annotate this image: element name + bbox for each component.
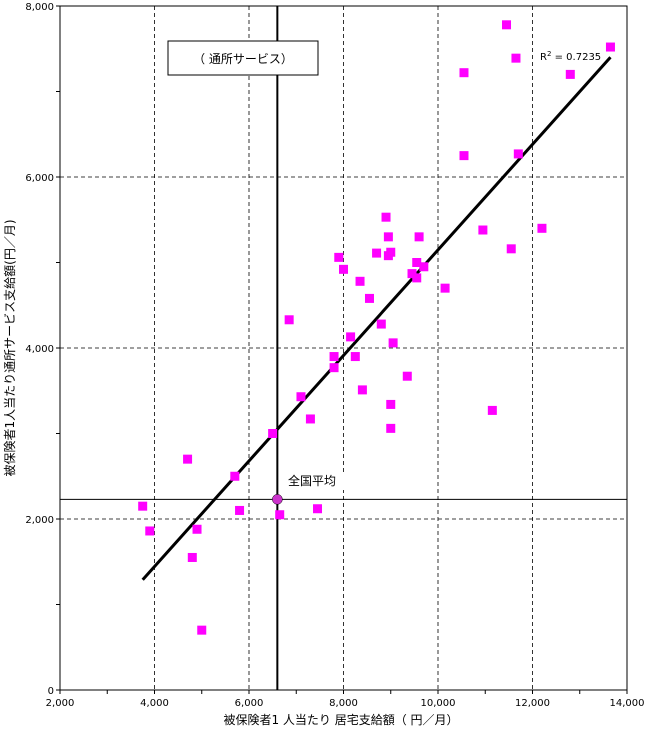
x-tick-label: 12,000 <box>515 698 550 709</box>
y-tick-label: 6,000 <box>25 173 54 184</box>
data-point <box>357 385 367 395</box>
data-point <box>376 319 386 329</box>
data-point <box>145 526 155 536</box>
data-point <box>230 471 240 481</box>
x-tick-label: 8,000 <box>329 698 358 709</box>
data-point <box>187 552 197 562</box>
data-point <box>138 501 148 511</box>
x-tick-label: 10,000 <box>421 698 456 709</box>
x-tick-label: 14,000 <box>610 698 645 709</box>
data-point <box>192 524 202 534</box>
data-point <box>414 232 424 242</box>
x-tick-label: 4,000 <box>140 698 169 709</box>
data-point <box>296 392 306 402</box>
y-axis-title: 被保険者1人当たり通所サービス支給額(円／月) <box>3 220 17 477</box>
data-point <box>565 69 575 79</box>
data-point <box>334 252 344 262</box>
data-point <box>412 258 422 267</box>
data-point <box>386 399 396 409</box>
data-point <box>350 352 360 362</box>
x-tick-label: 2,000 <box>46 698 75 709</box>
national-average-label: 全国平均 <box>288 473 336 488</box>
y-tick-label: 0 <box>48 686 54 697</box>
data-point <box>305 414 315 424</box>
x-axis-title: 被保険者1 人当たり 居宅支給額（ 円／月） <box>223 712 458 727</box>
national-average-point <box>272 494 283 505</box>
data-point <box>355 276 365 286</box>
grid-lines <box>60 6 627 690</box>
data-point <box>197 625 207 635</box>
data-point <box>487 405 497 415</box>
data-point <box>339 264 348 274</box>
data-point <box>386 423 396 433</box>
national-average-lines <box>60 6 627 690</box>
data-point <box>459 151 469 161</box>
r-squared-label: R2 = 0.7235 <box>540 50 601 63</box>
data-point <box>329 352 339 362</box>
trend-line <box>141 56 612 581</box>
data-point <box>459 68 469 78</box>
data-point <box>183 454 193 464</box>
y-tick-label: 4,000 <box>25 344 54 355</box>
data-point <box>506 244 516 254</box>
data-point <box>275 510 285 520</box>
data-point <box>346 332 356 342</box>
data-point <box>313 504 323 514</box>
data-point <box>407 269 417 279</box>
x-tick-labels: 2,000 4,000 6,000 8,000 10,000 12,000 14,000 <box>46 698 645 709</box>
data-point <box>364 293 374 303</box>
data-point <box>284 315 294 325</box>
x-tick-label: 6,000 <box>235 698 264 709</box>
data-point <box>419 262 429 272</box>
y-tick-labels: 0 2,000 4,000 6,000 8,000 <box>25 2 54 697</box>
data-point <box>386 247 396 257</box>
national-average-label-box <box>285 472 347 490</box>
data-point <box>383 232 393 242</box>
chart-title: （ 通所サービス） <box>193 52 293 66</box>
data-point <box>513 149 523 159</box>
data-point <box>412 273 422 283</box>
data-point <box>268 429 278 438</box>
axis-ticks <box>56 5 628 694</box>
data-point <box>388 338 398 348</box>
y-tick-label: 2,000 <box>25 515 54 526</box>
data-point <box>605 42 615 52</box>
y-tick-label: 8,000 <box>25 2 54 13</box>
data-points <box>138 20 615 635</box>
data-point <box>440 283 450 293</box>
data-point <box>511 53 521 63</box>
data-point <box>381 212 391 222</box>
data-point <box>402 371 412 381</box>
title-box <box>167 40 319 76</box>
data-point <box>537 223 547 233</box>
data-point <box>235 505 245 515</box>
data-point <box>478 225 488 235</box>
data-point <box>502 20 512 30</box>
data-point <box>372 248 382 258</box>
data-point <box>329 363 339 373</box>
